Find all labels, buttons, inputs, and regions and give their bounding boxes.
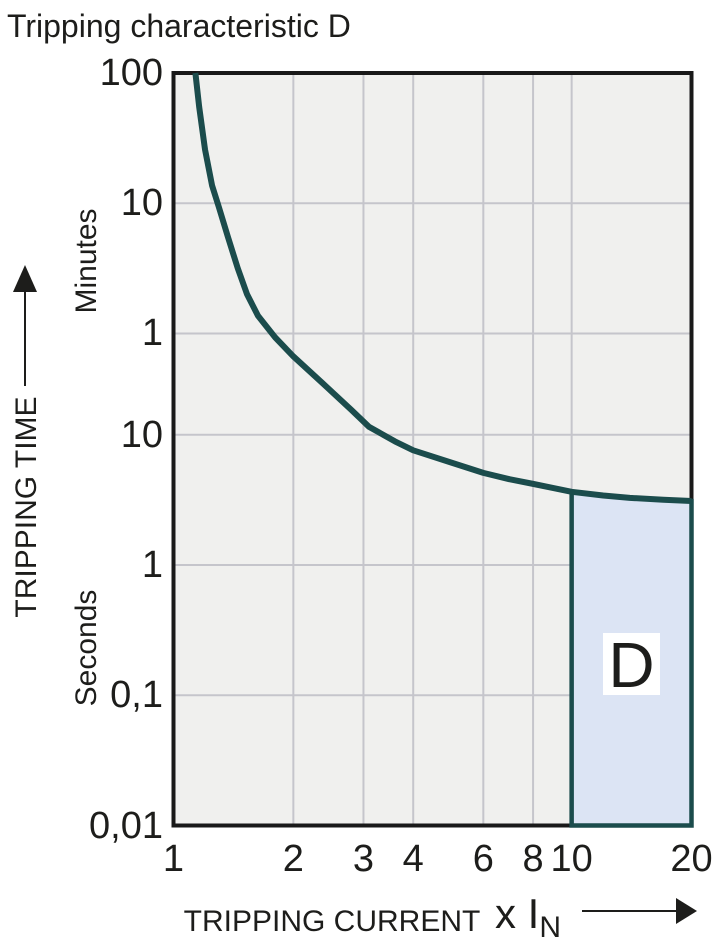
x-axis-title: TRIPPING CURRENT [183, 905, 481, 938]
region-label-box [603, 633, 660, 695]
x-axis-unit: x IN [495, 890, 561, 943]
x-axis-unit-subscript: N [539, 911, 562, 943]
x-axis-unit-text: x I [495, 890, 540, 937]
region-label: D [608, 629, 654, 701]
plot-border [171, 71, 694, 828]
plot-layer: D [171, 71, 694, 828]
tripping-curve [192, 72, 692, 505]
chart-title: Tripping characteristic D [7, 8, 351, 44]
tripping-current-arrow-icon [582, 898, 697, 924]
tripping-time-arrow-icon [13, 265, 37, 386]
